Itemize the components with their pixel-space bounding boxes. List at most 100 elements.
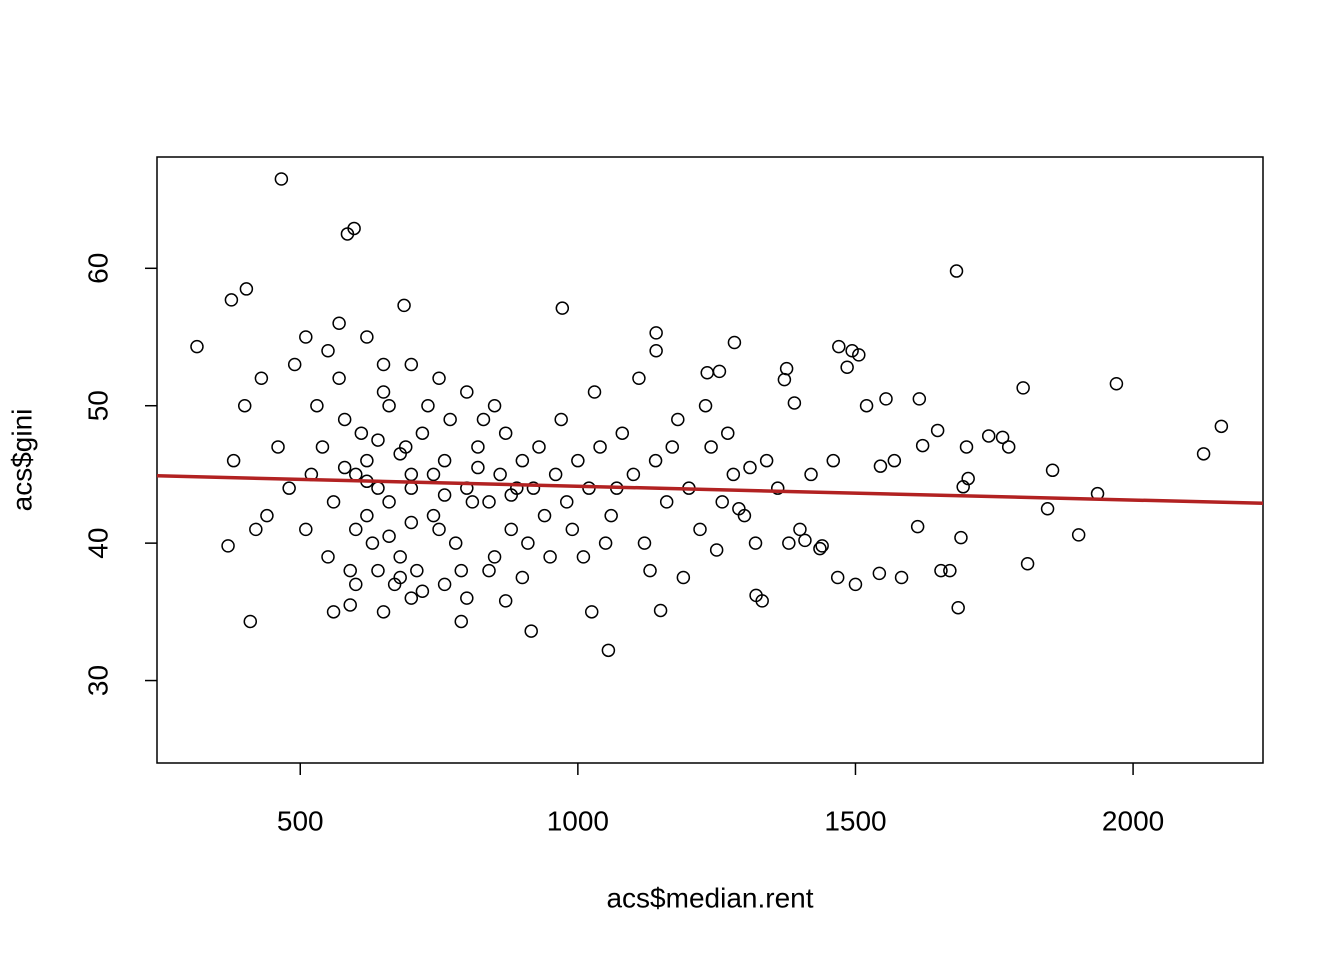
point bbox=[959, 440, 974, 454]
point bbox=[727, 335, 742, 350]
point bbox=[779, 361, 794, 376]
point bbox=[543, 550, 557, 564]
point bbox=[343, 563, 357, 578]
point bbox=[848, 577, 863, 592]
point bbox=[826, 453, 841, 468]
point bbox=[910, 519, 925, 534]
point bbox=[879, 392, 893, 406]
point bbox=[337, 460, 352, 475]
point bbox=[524, 624, 538, 638]
point bbox=[382, 495, 396, 509]
point bbox=[504, 488, 518, 502]
point bbox=[282, 481, 296, 495]
point bbox=[190, 339, 204, 354]
point bbox=[354, 426, 369, 440]
point bbox=[555, 301, 570, 315]
point bbox=[310, 398, 324, 413]
point bbox=[532, 440, 546, 454]
point bbox=[404, 357, 419, 372]
point bbox=[221, 539, 235, 553]
point bbox=[515, 570, 530, 585]
point bbox=[443, 412, 457, 427]
trend-line bbox=[156, 474, 1264, 506]
y-tick-label: 50 bbox=[82, 390, 113, 421]
x-axis-label: acs$median.rent bbox=[606, 882, 813, 913]
point bbox=[493, 467, 507, 482]
point bbox=[393, 550, 407, 564]
point bbox=[1214, 419, 1229, 434]
point bbox=[537, 508, 552, 523]
point bbox=[437, 453, 452, 468]
point bbox=[365, 536, 380, 550]
point bbox=[649, 326, 663, 340]
point bbox=[299, 522, 313, 537]
point bbox=[521, 536, 535, 550]
point bbox=[715, 495, 729, 509]
point bbox=[601, 643, 616, 658]
point bbox=[376, 605, 391, 619]
point bbox=[432, 371, 446, 385]
point bbox=[471, 460, 485, 475]
point bbox=[226, 453, 241, 468]
point bbox=[349, 522, 363, 537]
point bbox=[604, 508, 618, 523]
point bbox=[393, 447, 407, 461]
point bbox=[872, 566, 887, 581]
point bbox=[515, 453, 530, 468]
point bbox=[526, 481, 541, 495]
y-axis-label: acs$gini bbox=[6, 409, 37, 512]
point bbox=[410, 563, 424, 578]
point bbox=[798, 533, 812, 548]
point bbox=[576, 550, 591, 564]
point bbox=[426, 508, 441, 523]
point bbox=[615, 426, 630, 440]
point bbox=[782, 536, 796, 550]
point bbox=[759, 453, 774, 468]
point bbox=[321, 550, 335, 564]
y-tick-label: 30 bbox=[82, 665, 113, 696]
point bbox=[840, 360, 854, 374]
point bbox=[554, 412, 568, 427]
point bbox=[571, 453, 585, 468]
point bbox=[649, 344, 663, 358]
point bbox=[404, 591, 419, 605]
point bbox=[704, 440, 718, 454]
point bbox=[804, 467, 818, 482]
point bbox=[859, 398, 874, 413]
point bbox=[371, 563, 385, 578]
point bbox=[482, 495, 496, 509]
point bbox=[404, 515, 419, 530]
point bbox=[454, 563, 469, 578]
x-tick-label: 1000 bbox=[547, 805, 609, 836]
point bbox=[949, 264, 964, 278]
point bbox=[321, 344, 335, 358]
point bbox=[1109, 376, 1124, 391]
point bbox=[709, 543, 724, 557]
point bbox=[437, 577, 452, 592]
point bbox=[437, 488, 452, 502]
point bbox=[1001, 440, 1016, 454]
point bbox=[498, 594, 513, 608]
point bbox=[815, 539, 829, 553]
point bbox=[565, 522, 580, 537]
point bbox=[482, 563, 496, 578]
point bbox=[1045, 463, 1060, 478]
point bbox=[712, 364, 727, 379]
point bbox=[665, 440, 679, 454]
point bbox=[830, 570, 845, 585]
point bbox=[376, 385, 391, 399]
point bbox=[382, 529, 396, 544]
point bbox=[626, 467, 641, 482]
point bbox=[448, 536, 463, 550]
point bbox=[587, 385, 602, 399]
point bbox=[347, 221, 361, 236]
point bbox=[887, 453, 902, 468]
point bbox=[299, 330, 313, 344]
point bbox=[371, 481, 385, 495]
point bbox=[726, 467, 741, 482]
point bbox=[393, 570, 407, 585]
point bbox=[777, 372, 792, 387]
point bbox=[487, 550, 502, 564]
point bbox=[371, 433, 385, 447]
point bbox=[732, 502, 746, 516]
